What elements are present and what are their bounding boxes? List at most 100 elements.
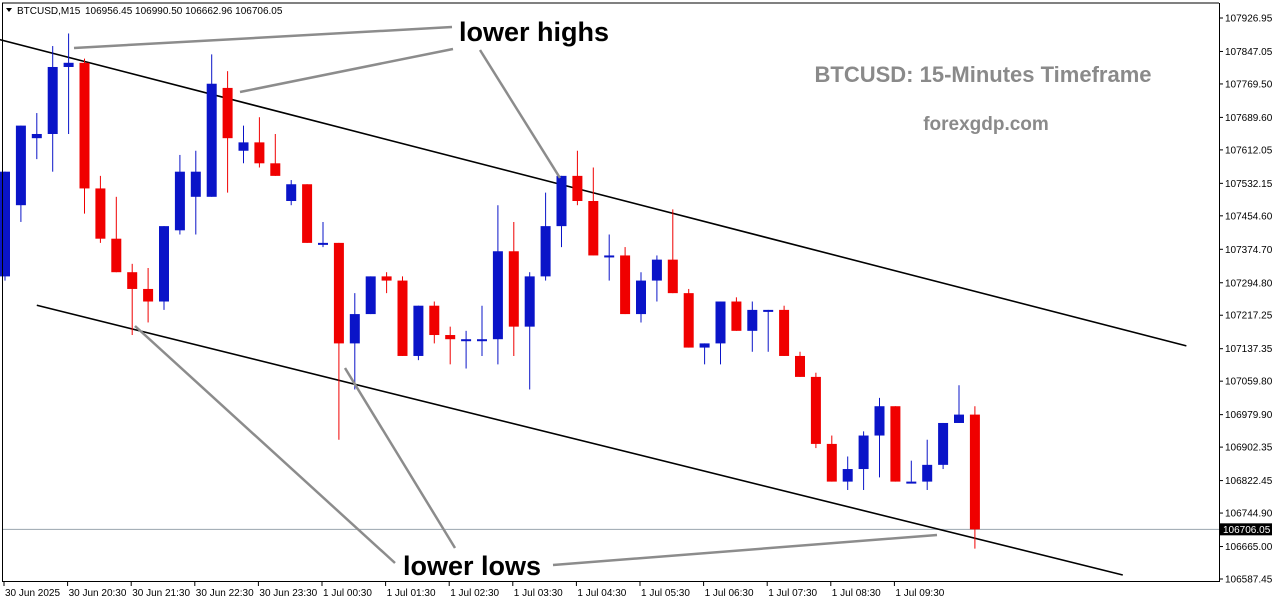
upper-channel-line[interactable] (0, 38, 1187, 347)
candle-body (445, 335, 456, 340)
candle-body (206, 83, 217, 197)
candle[interactable] (174, 154, 185, 235)
candle-body (699, 343, 710, 348)
candle[interactable] (143, 268, 154, 323)
candle[interactable] (127, 263, 138, 336)
candle[interactable] (429, 301, 440, 344)
pointer-low-2 (343, 367, 457, 549)
candle-body (938, 422, 949, 465)
candle[interactable] (31, 113, 42, 160)
candle[interactable] (365, 276, 376, 315)
candle[interactable] (413, 305, 424, 361)
candle[interactable] (477, 305, 487, 356)
candle[interactable] (890, 406, 901, 482)
candle[interactable] (922, 439, 933, 490)
price-tick-label: 107612.05 (1225, 145, 1273, 156)
price-tick-label: 107059.80 (1225, 377, 1273, 388)
candle[interactable] (779, 305, 790, 356)
candle[interactable] (318, 221, 328, 248)
candle[interactable] (667, 209, 678, 294)
symbol-timeframe-label: BTCUSD,M15 (17, 6, 81, 17)
candle[interactable] (715, 301, 726, 365)
candle[interactable] (810, 372, 821, 449)
pointer-high-2 (239, 47, 454, 94)
candle-body (63, 62, 74, 67)
candle[interactable] (190, 150, 201, 235)
candle-body (429, 305, 440, 336)
candle[interactable] (588, 167, 599, 256)
candle[interactable] (254, 117, 265, 168)
candle-body (540, 226, 551, 277)
candle[interactable] (445, 326, 456, 365)
candle[interactable] (238, 125, 249, 164)
candle[interactable] (63, 33, 74, 134)
candle[interactable] (572, 150, 583, 206)
candle[interactable] (858, 431, 869, 490)
candle[interactable] (556, 175, 567, 248)
candle-body (810, 376, 821, 444)
candle[interactable] (699, 343, 710, 365)
candle[interactable] (954, 385, 964, 423)
candle[interactable] (79, 58, 90, 214)
candle[interactable] (286, 180, 297, 206)
candle[interactable] (270, 133, 281, 176)
candle-body (349, 314, 360, 344)
candle[interactable] (874, 397, 885, 478)
candle[interactable] (206, 54, 217, 197)
candle[interactable] (842, 456, 853, 490)
candle[interactable] (826, 435, 837, 482)
watermark-title: BTCUSD: 15-Minutes Timeframe (815, 62, 1152, 87)
candle-body (667, 259, 678, 294)
candle[interactable] (461, 330, 472, 369)
candle[interactable] (604, 234, 615, 281)
candle[interactable] (333, 242, 344, 440)
candle-body (874, 406, 885, 436)
candle[interactable] (397, 276, 408, 356)
candle[interactable] (111, 196, 122, 273)
candle[interactable] (651, 255, 662, 302)
candle[interactable] (620, 247, 631, 315)
candle-body (779, 309, 790, 356)
candle[interactable] (349, 293, 360, 390)
candle[interactable] (763, 309, 774, 352)
candle[interactable] (731, 297, 742, 331)
candle-body (524, 276, 535, 327)
candle[interactable] (0, 171, 10, 281)
lower-lows-label: lower lows (403, 551, 541, 581)
candle[interactable] (636, 272, 646, 323)
candle-body (620, 255, 631, 315)
candle-body (0, 171, 10, 277)
candle[interactable] (683, 288, 694, 348)
candle-body (890, 406, 901, 482)
time-tick-label: 30 Jun 21:30 (132, 588, 190, 599)
price-tick-label: 106902.35 (1225, 443, 1273, 454)
candle[interactable] (524, 272, 535, 390)
candle[interactable] (492, 205, 503, 365)
candle-body (270, 163, 281, 176)
candle[interactable] (47, 46, 58, 172)
candle-body (143, 288, 154, 302)
candle[interactable] (508, 221, 519, 356)
time-tick-label: 30 Jun 22:30 (196, 588, 254, 599)
candle-body (238, 142, 249, 151)
time-tick-label: 30 Jun 23:30 (259, 588, 317, 599)
candle[interactable] (222, 71, 233, 193)
candle[interactable] (969, 406, 980, 549)
candle[interactable] (795, 351, 805, 377)
candle[interactable] (159, 226, 169, 310)
candle[interactable] (302, 184, 313, 243)
candle-body (969, 414, 980, 530)
candle[interactable] (15, 125, 26, 222)
candle[interactable] (95, 175, 106, 243)
candle[interactable] (540, 192, 551, 281)
candle[interactable] (938, 422, 949, 470)
price-tick-label: 106822.45 (1225, 476, 1273, 487)
dropdown-triangle-icon[interactable] (6, 8, 12, 12)
candle[interactable] (381, 272, 392, 294)
candle-body (954, 414, 964, 423)
candle-body (556, 175, 567, 227)
candle[interactable] (906, 460, 917, 484)
candle[interactable] (747, 301, 758, 352)
lower-channel-line[interactable] (36, 304, 1123, 576)
